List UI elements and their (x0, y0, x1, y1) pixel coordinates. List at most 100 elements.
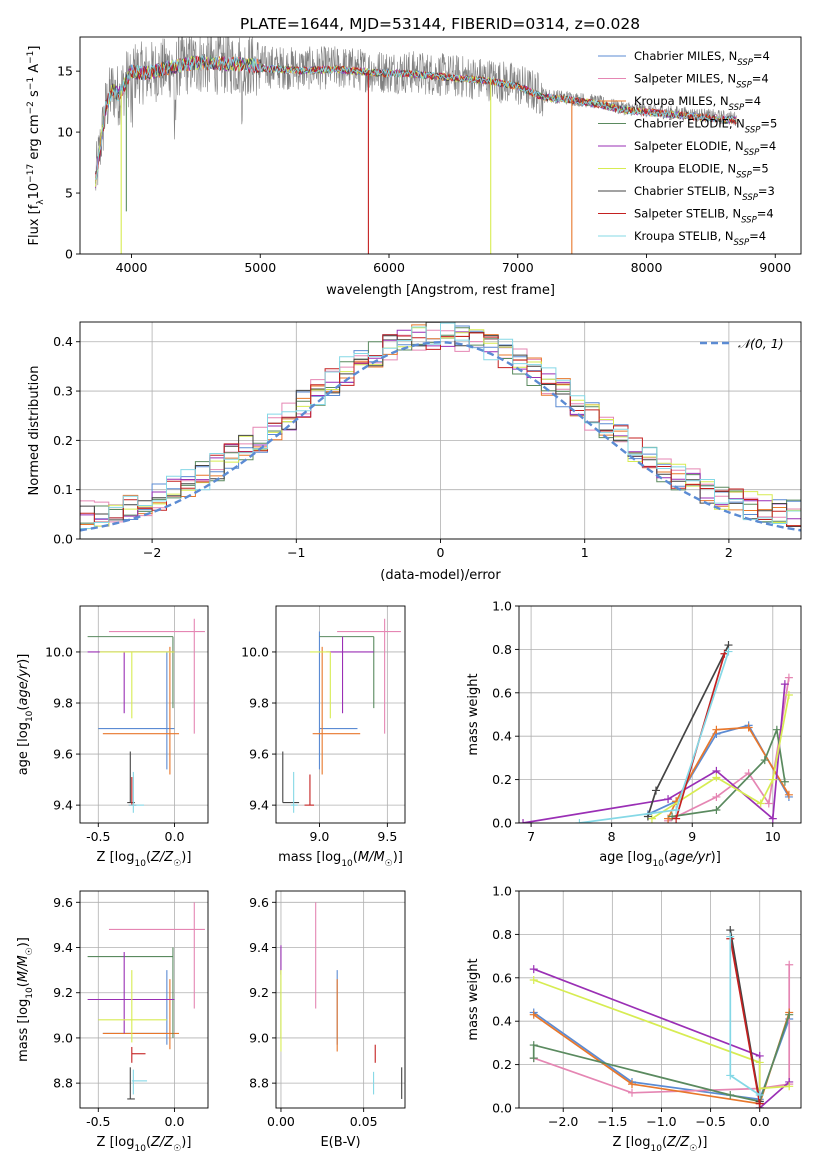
age-weight-y-label: mass weight (466, 673, 481, 755)
weight-marker (760, 756, 769, 765)
error-point (282, 751, 300, 804)
label-part: M/M (358, 850, 385, 865)
label-part: age/yr (669, 850, 712, 865)
weight-marker (627, 1088, 636, 1097)
y-tick-label: 9.6 (249, 747, 269, 762)
spectrum-model-line (95, 56, 737, 174)
legend-label-sub: SSP (729, 103, 745, 113)
error-point (309, 651, 331, 719)
legend-label-tail: =4 (749, 229, 766, 243)
label-part: Z [log (97, 850, 135, 865)
weight-marker (529, 1054, 538, 1063)
weight-series-line (729, 938, 761, 1104)
x-tick-label: −2 (143, 545, 161, 560)
y-tick-label: 9.4 (249, 798, 269, 813)
histogram-series (80, 322, 801, 539)
error-point (98, 651, 175, 770)
label-part: ( (146, 1135, 151, 1150)
error-point (87, 651, 175, 714)
error-point (290, 771, 298, 813)
legend-label-tail: =3 (758, 184, 775, 198)
x-tick-label: 2 (725, 545, 733, 560)
mass-age-x-label: mass [log10(M/M☉)] (278, 850, 403, 869)
label-part: Z/Z (150, 1135, 174, 1150)
label-part: 10 (25, 987, 35, 999)
axes-z-mass: -0.5 0.0 8.8 9.0 9.2 9.4 9.6 (53, 891, 208, 1129)
weight-marker (785, 960, 794, 969)
legend-label: Chabrier MILES, NSSP=4 (634, 49, 770, 68)
weight-marker (772, 725, 781, 734)
weight-marker (712, 773, 721, 782)
y-tick-label: 0.4 (53, 334, 73, 349)
label-part: ☉ (25, 947, 35, 955)
x-tick-label: 1 (581, 545, 589, 560)
x-tick-label: 7 (527, 829, 535, 844)
axes-residuals: −2 −1 0 1 2 0.0 0.1 0.2 0.3 0.4 (53, 322, 801, 560)
axes-frame (79, 36, 802, 255)
legend-label-main: Kroupa STELIB, N (634, 229, 734, 243)
x-tick-label: 0 (437, 545, 445, 560)
error-point (318, 631, 358, 770)
y-tick-label: 9.6 (249, 895, 269, 910)
age-weight-x-label: age [log10(age/yr)] (599, 850, 721, 869)
y-tick-label: 9.6 (53, 895, 73, 910)
legend-label-main: Chabrier MILES, N (634, 49, 737, 63)
weight-marker (784, 790, 793, 799)
error-point (337, 618, 401, 734)
error-point (102, 979, 180, 1050)
weight-marker (651, 786, 660, 795)
label-part: mass weight (466, 673, 481, 755)
label-part: erg cm (27, 114, 42, 163)
label-part: Z/Z (150, 850, 174, 865)
y-tick-label: 0.6 (492, 685, 512, 700)
label-part: ( (662, 1135, 667, 1150)
label-part: −1 (26, 77, 36, 90)
legend-label-main: Chabrier STELIB, N (634, 184, 742, 198)
label-part: ☉ (385, 859, 393, 869)
legend-label-sub: SSP (736, 171, 752, 181)
legend-label: Salpeter MILES, NSSP=4 (634, 72, 769, 91)
spectrum-x-label: wavelength [Angstrom, rest frame] (326, 283, 555, 298)
y-tick-label: 8.8 (53, 1076, 73, 1091)
weight-marker (726, 1090, 735, 1099)
weight-series-line (522, 684, 786, 823)
weight-marker (664, 795, 673, 804)
y-tick-label: 0.4 (492, 1014, 512, 1029)
weight-marker (712, 725, 721, 734)
x-tick-label: 0.0 (165, 829, 185, 844)
y-tick-label: 10 (57, 125, 73, 140)
y-tick-label: 1.0 (492, 599, 512, 614)
weight-marker (755, 1099, 764, 1108)
label-part: ( (353, 850, 358, 865)
spectrum-model-line (95, 54, 737, 180)
y-tick-label: 0.2 (492, 772, 512, 787)
legend-label: Kroupa STELIB, NSSP=4 (634, 229, 766, 248)
label-part: ( (16, 982, 31, 987)
weight-series-line (667, 677, 790, 822)
y-tick-label: 5 (65, 186, 73, 201)
y-tick-label: 9.0 (249, 1030, 269, 1045)
label-part: 10 (27, 183, 42, 200)
y-tick-label: 15 (57, 64, 73, 79)
legend-label-tail: =4 (757, 207, 774, 221)
legend-label-tail: =5 (752, 162, 769, 176)
legend-label-main: Kroupa ELODIE, N (634, 162, 736, 176)
y-tick-label: 0.8 (492, 642, 512, 657)
label-part: M/M (16, 955, 31, 982)
weight-series-line (533, 979, 790, 1090)
label-part: 10 (25, 710, 35, 722)
weight-marker (744, 723, 753, 732)
label-part: ] (27, 46, 42, 51)
legend-label-sub: SSP (744, 148, 760, 158)
legend-label-tail: =4 (753, 49, 770, 63)
weight-marker (755, 1090, 764, 1099)
y-tick-label: 9.4 (249, 940, 269, 955)
y-tick-label: 0.0 (53, 532, 73, 547)
error-point (131, 1069, 148, 1095)
legend-label-sub: SSP (741, 216, 757, 226)
y-tick-label: 9.0 (53, 1030, 73, 1045)
legend-label-sub: SSP (742, 193, 758, 203)
label-part: 10 (341, 859, 353, 869)
